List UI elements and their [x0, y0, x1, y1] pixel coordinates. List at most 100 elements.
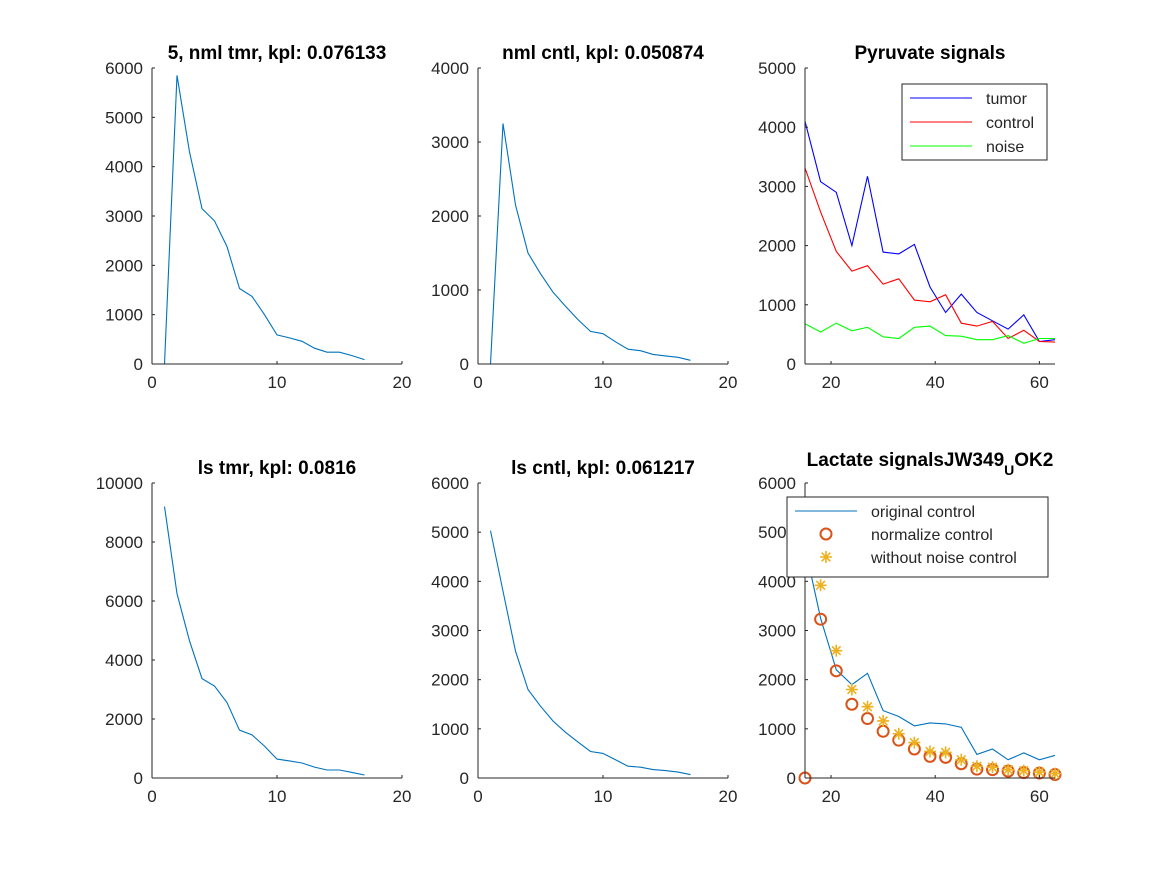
plot-title: 5, nml tmr, kpl: 0.076133 — [168, 43, 387, 64]
subplot-ls-tmr: ls tmr, kpl: 0.0816 — [198, 458, 356, 479]
y-tick-label: 2000 — [105, 256, 143, 275]
y-tick-label: 2000 — [758, 237, 796, 256]
legend-label: normalize control — [871, 527, 993, 544]
y-tick-label: 4000 — [431, 572, 469, 591]
y-tick-label: 4000 — [105, 651, 143, 670]
y-tick-label: 5000 — [105, 108, 143, 127]
legend-label: without noise control — [870, 550, 1017, 567]
subplot-nml-cntl: nml cntl, kpl: 0.050874 — [502, 43, 704, 64]
y-tick-label: 3000 — [758, 622, 796, 641]
data-point — [814, 579, 827, 592]
series-line — [805, 322, 1055, 344]
x-tick-label: 10 — [268, 373, 287, 392]
data-point — [829, 664, 843, 678]
data-point — [1017, 764, 1030, 777]
subplot-pyruvate: Pyruvate signals — [854, 43, 1005, 64]
y-tick-label: 4000 — [105, 158, 143, 177]
x-tick-label: 0 — [473, 373, 482, 392]
x-tick-label: 20 — [393, 787, 412, 806]
legend-label: tumor — [986, 91, 1028, 108]
legend-label: original control — [871, 504, 975, 521]
y-tick-label: 2000 — [758, 671, 796, 690]
legend-swatch — [820, 551, 832, 563]
axes-0: 0 10 20 0 1000 2000 3000 4000 5000 6000 — [105, 59, 411, 392]
series-line — [163, 75, 365, 364]
y-tick-label: 5000 — [431, 523, 469, 542]
x-tick-label: 40 — [926, 787, 945, 806]
legend: tumor control noise — [901, 83, 1048, 161]
x-tick-label: 60 — [1030, 787, 1049, 806]
plot-title: Pyruvate signals — [854, 43, 1005, 64]
series-group — [805, 121, 1055, 344]
subplot-lactate: Lactate signalsJW349UOK2 — [807, 450, 1054, 478]
y-tick-label: 4000 — [431, 59, 469, 78]
x-tick-label: 40 — [926, 373, 945, 392]
plot-title: ls tmr, kpl: 0.0816 — [198, 458, 356, 479]
axes-4: 0 10 20 0 1000 2000 3000 4000 5000 6000 — [431, 474, 737, 806]
series-group — [163, 75, 365, 364]
data-point — [814, 612, 828, 626]
plot-title: nml cntl, kpl: 0.050874 — [502, 43, 704, 64]
y-tick-label: 5000 — [758, 59, 796, 78]
data-point — [877, 714, 890, 727]
data-point — [970, 760, 983, 773]
axes-1: 0 10 20 0 1000 2000 3000 4000 — [431, 59, 737, 392]
y-tick-label: 1000 — [758, 720, 796, 739]
x-tick-label: 10 — [594, 373, 613, 392]
y-tick-label: 2000 — [105, 710, 143, 729]
series-group — [163, 506, 365, 776]
data-point — [924, 745, 936, 758]
legend-label: control — [986, 115, 1034, 132]
y-tick-label: 10000 — [96, 474, 143, 493]
data-point — [939, 746, 952, 759]
y-tick-label: 0 — [460, 355, 469, 374]
x-tick-label: 60 — [1030, 373, 1049, 392]
y-tick-label: 6000 — [105, 592, 143, 611]
series-group — [489, 123, 691, 364]
series-group — [805, 546, 1055, 761]
plot-title-main: Lactate signalsJW349 — [807, 450, 1004, 471]
y-tick-label: 8000 — [105, 533, 143, 552]
data-point — [986, 761, 999, 774]
y-tick-label: 0 — [460, 769, 469, 788]
y-tick-label: 6000 — [105, 59, 143, 78]
y-tick-label: 0 — [787, 769, 796, 788]
data-point — [1049, 767, 1061, 780]
x-tick-label: 0 — [473, 787, 482, 806]
plot-title: Lactate signalsJW349UOK2 — [807, 450, 1054, 478]
y-tick-label: 3000 — [431, 622, 469, 641]
x-tick-label: 20 — [822, 787, 841, 806]
data-point — [955, 753, 968, 766]
legend-swatch — [819, 527, 833, 541]
data-point — [1033, 766, 1046, 779]
x-tick-label: 0 — [147, 787, 156, 806]
x-tick-label: 20 — [719, 787, 738, 806]
y-tick-label: 3000 — [758, 177, 796, 196]
x-tick-label: 20 — [719, 373, 738, 392]
data-point — [861, 700, 874, 713]
series-group — [489, 530, 691, 776]
y-tick-label: 1000 — [105, 306, 143, 325]
data-point — [892, 727, 905, 740]
series-line — [489, 123, 691, 364]
x-tick-label: 10 — [268, 787, 287, 806]
data-point — [845, 683, 858, 696]
y-tick-label: 2000 — [431, 671, 469, 690]
data-point — [845, 697, 859, 711]
legend-label: noise — [986, 139, 1024, 156]
y-tick-label: 1000 — [431, 281, 469, 300]
series-line — [489, 530, 691, 776]
data-point — [1002, 763, 1015, 776]
subplot-ls-cntl: ls cntl, kpl: 0.061217 — [511, 458, 695, 479]
subplot-nml-tmr: 5, nml tmr, kpl: 0.076133 — [168, 43, 387, 64]
y-tick-label: 2000 — [431, 207, 469, 226]
plot-title-subscript: U — [1004, 462, 1014, 478]
data-point — [908, 736, 921, 749]
y-tick-label: 0 — [134, 355, 143, 374]
y-tick-label: 0 — [787, 355, 796, 374]
y-tick-label: 3000 — [105, 207, 143, 226]
x-tick-label: 10 — [594, 787, 613, 806]
data-point — [830, 644, 843, 657]
